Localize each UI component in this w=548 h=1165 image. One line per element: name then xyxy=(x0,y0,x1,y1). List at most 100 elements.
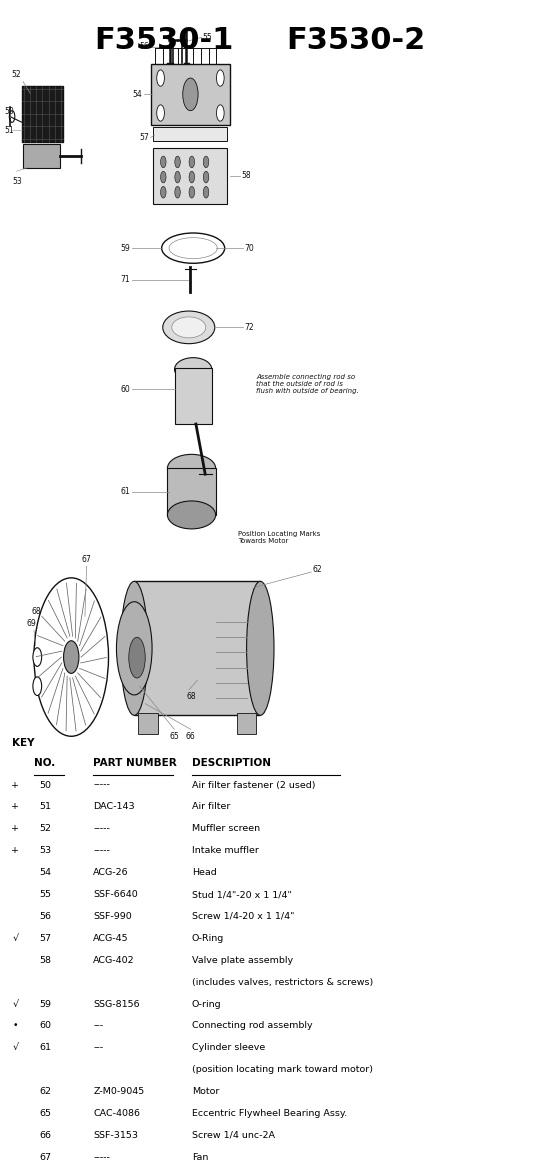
Text: 71: 71 xyxy=(121,275,130,284)
Circle shape xyxy=(34,578,109,736)
Circle shape xyxy=(183,78,198,111)
Ellipse shape xyxy=(116,602,152,696)
Ellipse shape xyxy=(172,317,206,338)
Text: 59: 59 xyxy=(121,243,130,253)
Circle shape xyxy=(157,105,164,121)
Text: 53: 53 xyxy=(39,846,52,855)
Text: F3530-2: F3530-2 xyxy=(287,26,426,55)
Text: 51: 51 xyxy=(39,803,52,812)
Text: 53: 53 xyxy=(12,177,22,186)
Text: Position Locating Marks
Towards Motor: Position Locating Marks Towards Motor xyxy=(238,531,321,544)
Text: -----: ----- xyxy=(93,781,110,790)
Circle shape xyxy=(200,463,210,486)
Circle shape xyxy=(203,186,209,198)
Text: (position locating mark toward motor): (position locating mark toward motor) xyxy=(192,1065,373,1074)
Text: 65: 65 xyxy=(169,732,179,741)
Text: Z-M0-9045: Z-M0-9045 xyxy=(93,1087,145,1096)
Text: NO.: NO. xyxy=(34,758,55,769)
Circle shape xyxy=(175,171,180,183)
Circle shape xyxy=(125,630,143,668)
Circle shape xyxy=(216,105,224,121)
Text: 58: 58 xyxy=(39,955,52,965)
Text: 66: 66 xyxy=(186,732,196,741)
Circle shape xyxy=(189,186,195,198)
Text: 59: 59 xyxy=(39,1000,52,1009)
Circle shape xyxy=(175,186,180,198)
Text: 72: 72 xyxy=(244,323,254,332)
Ellipse shape xyxy=(129,637,145,678)
Text: ---: --- xyxy=(93,1022,103,1031)
Text: -----: ----- xyxy=(93,1153,110,1162)
Text: DAC-143: DAC-143 xyxy=(93,803,135,812)
Circle shape xyxy=(161,156,166,168)
Ellipse shape xyxy=(169,238,217,259)
Text: Connecting rod assembly: Connecting rod assembly xyxy=(192,1022,312,1031)
FancyBboxPatch shape xyxy=(138,713,158,734)
Text: +: + xyxy=(12,803,19,812)
Circle shape xyxy=(203,156,209,168)
Text: ACG-402: ACG-402 xyxy=(93,955,135,965)
Text: Valve plate assembly: Valve plate assembly xyxy=(192,955,293,965)
Text: Air filter: Air filter xyxy=(192,803,230,812)
FancyBboxPatch shape xyxy=(174,368,212,424)
Text: Cylinder sleeve: Cylinder sleeve xyxy=(192,1044,265,1052)
Text: 56: 56 xyxy=(139,42,149,51)
Text: Intake muffler: Intake muffler xyxy=(192,846,259,855)
Text: 55: 55 xyxy=(203,33,213,42)
Text: Stud 1/4"-20 x 1 1/4": Stud 1/4"-20 x 1 1/4" xyxy=(192,890,292,899)
Text: 61: 61 xyxy=(39,1044,52,1052)
Text: (includes valves, restrictors & screws): (includes valves, restrictors & screws) xyxy=(192,977,373,987)
Circle shape xyxy=(33,677,42,696)
Text: PART NUMBER: PART NUMBER xyxy=(93,758,177,769)
Text: 68: 68 xyxy=(32,607,42,616)
Text: 56: 56 xyxy=(39,912,52,922)
Text: SSF-3153: SSF-3153 xyxy=(93,1131,138,1141)
Text: 68: 68 xyxy=(186,692,196,701)
Text: +: + xyxy=(12,825,19,833)
Text: √: √ xyxy=(13,1000,18,1009)
Text: SSF-6640: SSF-6640 xyxy=(93,890,138,899)
Text: -----: ----- xyxy=(93,825,110,833)
Text: 67: 67 xyxy=(39,1153,52,1162)
Text: Air filter fastener (2 used): Air filter fastener (2 used) xyxy=(192,781,315,790)
FancyBboxPatch shape xyxy=(168,468,216,515)
Text: 50: 50 xyxy=(4,107,14,116)
Circle shape xyxy=(33,648,42,666)
Text: 60: 60 xyxy=(39,1022,52,1031)
Text: 66: 66 xyxy=(39,1131,52,1141)
Circle shape xyxy=(161,171,166,183)
Text: ACG-26: ACG-26 xyxy=(93,868,129,877)
Circle shape xyxy=(9,111,15,122)
Text: ACG-45: ACG-45 xyxy=(93,934,129,942)
Ellipse shape xyxy=(247,581,274,715)
Text: 54: 54 xyxy=(133,90,142,99)
Text: DESCRIPTION: DESCRIPTION xyxy=(192,758,271,769)
FancyBboxPatch shape xyxy=(22,86,63,142)
Ellipse shape xyxy=(168,501,216,529)
Ellipse shape xyxy=(121,581,148,715)
Text: KEY: KEY xyxy=(12,737,35,748)
Text: 62: 62 xyxy=(312,565,322,574)
Circle shape xyxy=(175,156,180,168)
FancyBboxPatch shape xyxy=(151,64,230,125)
Circle shape xyxy=(157,70,164,86)
Text: 57: 57 xyxy=(139,133,149,142)
Circle shape xyxy=(189,171,195,183)
Circle shape xyxy=(203,171,209,183)
Ellipse shape xyxy=(162,233,225,263)
Circle shape xyxy=(216,70,224,86)
Text: √: √ xyxy=(13,1044,18,1052)
Text: 67: 67 xyxy=(82,555,92,564)
FancyBboxPatch shape xyxy=(153,127,227,141)
Text: 52: 52 xyxy=(39,825,52,833)
Text: Screw 1/4 unc-2A: Screw 1/4 unc-2A xyxy=(192,1131,275,1141)
Text: Fan: Fan xyxy=(192,1153,208,1162)
Ellipse shape xyxy=(168,454,216,482)
FancyBboxPatch shape xyxy=(153,148,227,204)
Text: 69: 69 xyxy=(27,619,37,628)
Text: 65: 65 xyxy=(39,1109,52,1118)
Text: 61: 61 xyxy=(121,487,130,496)
Text: 50: 50 xyxy=(39,781,52,790)
Text: Motor: Motor xyxy=(192,1087,219,1096)
Text: Head: Head xyxy=(192,868,216,877)
